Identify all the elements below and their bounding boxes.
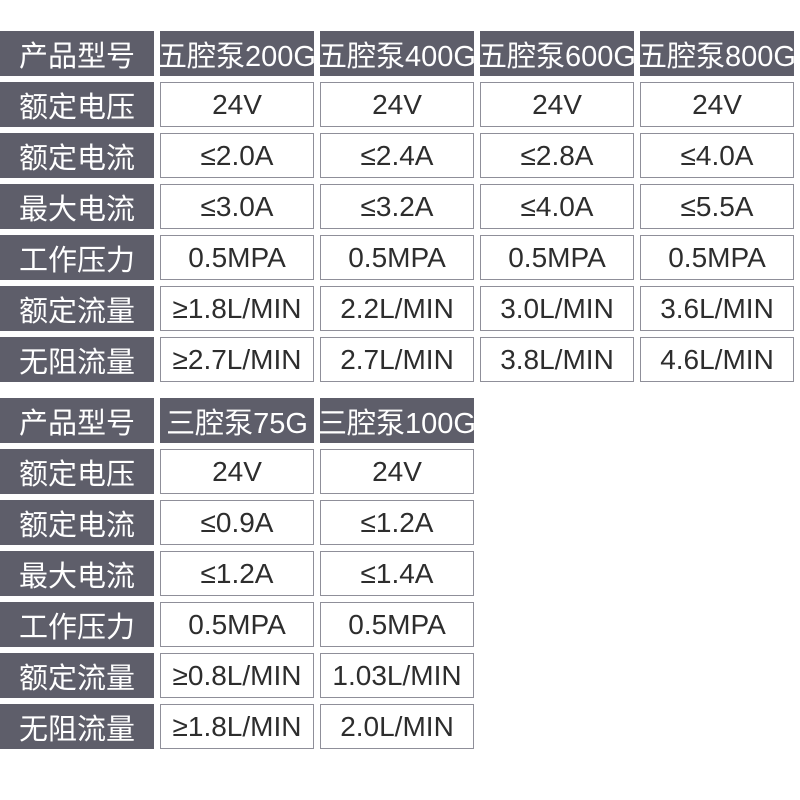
spec-value: 3.6L/MIN bbox=[640, 286, 794, 331]
table2-row-label-free-flow: 无阻流量 bbox=[0, 704, 154, 749]
table1-row-label-free-flow: 无阻流量 bbox=[0, 337, 154, 382]
table1-row-label-rated-voltage: 额定电压 bbox=[0, 82, 154, 127]
spec-value: 1.03L/MIN bbox=[320, 653, 474, 698]
spec-value: 24V bbox=[160, 82, 314, 127]
three-chamber-pump-table: 产品型号 三腔泵75G 三腔泵100G 额定电压 24V 24V 额定电流 ≤0… bbox=[0, 398, 474, 749]
spec-value: 24V bbox=[640, 82, 794, 127]
table2-row-label-max-current: 最大电流 bbox=[0, 551, 154, 596]
spec-value: ≤3.2A bbox=[320, 184, 474, 229]
table1-model-header-200g: 五腔泵200G bbox=[160, 31, 314, 76]
table2-row-label-rated-flow: 额定流量 bbox=[0, 653, 154, 698]
spec-value: ≤4.0A bbox=[640, 133, 794, 178]
table1-row-label-rated-current: 额定电流 bbox=[0, 133, 154, 178]
spec-value: ≤0.9A bbox=[160, 500, 314, 545]
spec-value: ≤2.8A bbox=[480, 133, 634, 178]
spec-value: 0.5MPA bbox=[320, 602, 474, 647]
spec-value: 2.2L/MIN bbox=[320, 286, 474, 331]
five-chamber-pump-table: 产品型号 五腔泵200G 五腔泵400G 五腔泵600G 五腔泵800G 额定电… bbox=[0, 31, 794, 382]
spec-value: ≤1.4A bbox=[320, 551, 474, 596]
spec-value: 24V bbox=[160, 449, 314, 494]
spec-value: ≤3.0A bbox=[160, 184, 314, 229]
spec-value: 0.5MPA bbox=[320, 235, 474, 280]
table2-model-header-75g: 三腔泵75G bbox=[160, 398, 314, 443]
spec-value: 0.5MPA bbox=[640, 235, 794, 280]
spec-value: ≥0.8L/MIN bbox=[160, 653, 314, 698]
spec-value: ≤1.2A bbox=[320, 500, 474, 545]
spec-value: ≤5.5A bbox=[640, 184, 794, 229]
table2-row-label-rated-voltage: 额定电压 bbox=[0, 449, 154, 494]
spec-value: 0.5MPA bbox=[480, 235, 634, 280]
spec-value: 3.8L/MIN bbox=[480, 337, 634, 382]
spec-value: ≤2.0A bbox=[160, 133, 314, 178]
spec-value: 0.5MPA bbox=[160, 602, 314, 647]
table2-corner-header: 产品型号 bbox=[0, 398, 154, 443]
spec-value: 4.6L/MIN bbox=[640, 337, 794, 382]
table1-model-header-800g: 五腔泵800G bbox=[640, 31, 794, 76]
table1-row-label-max-current: 最大电流 bbox=[0, 184, 154, 229]
spec-value: 24V bbox=[320, 82, 474, 127]
table2-row-label-rated-current: 额定电流 bbox=[0, 500, 154, 545]
spec-value: 24V bbox=[320, 449, 474, 494]
table1-corner-header: 产品型号 bbox=[0, 31, 154, 76]
spec-value: ≤2.4A bbox=[320, 133, 474, 178]
spec-value: 24V bbox=[480, 82, 634, 127]
table1-row-label-rated-flow: 额定流量 bbox=[0, 286, 154, 331]
spec-value: ≥1.8L/MIN bbox=[160, 286, 314, 331]
table2-model-header-100g: 三腔泵100G bbox=[320, 398, 474, 443]
table1-model-header-400g: 五腔泵400G bbox=[320, 31, 474, 76]
spec-value: ≥2.7L/MIN bbox=[160, 337, 314, 382]
spec-value: 3.0L/MIN bbox=[480, 286, 634, 331]
spec-value: 2.7L/MIN bbox=[320, 337, 474, 382]
spec-value: ≥1.8L/MIN bbox=[160, 704, 314, 749]
spec-value: 2.0L/MIN bbox=[320, 704, 474, 749]
spec-value: ≤4.0A bbox=[480, 184, 634, 229]
table1-row-label-working-pressure: 工作压力 bbox=[0, 235, 154, 280]
spec-value: 0.5MPA bbox=[160, 235, 314, 280]
table2-row-label-working-pressure: 工作压力 bbox=[0, 602, 154, 647]
spec-value: ≤1.2A bbox=[160, 551, 314, 596]
table-separator bbox=[0, 382, 800, 398]
table1-model-header-600g: 五腔泵600G bbox=[480, 31, 634, 76]
